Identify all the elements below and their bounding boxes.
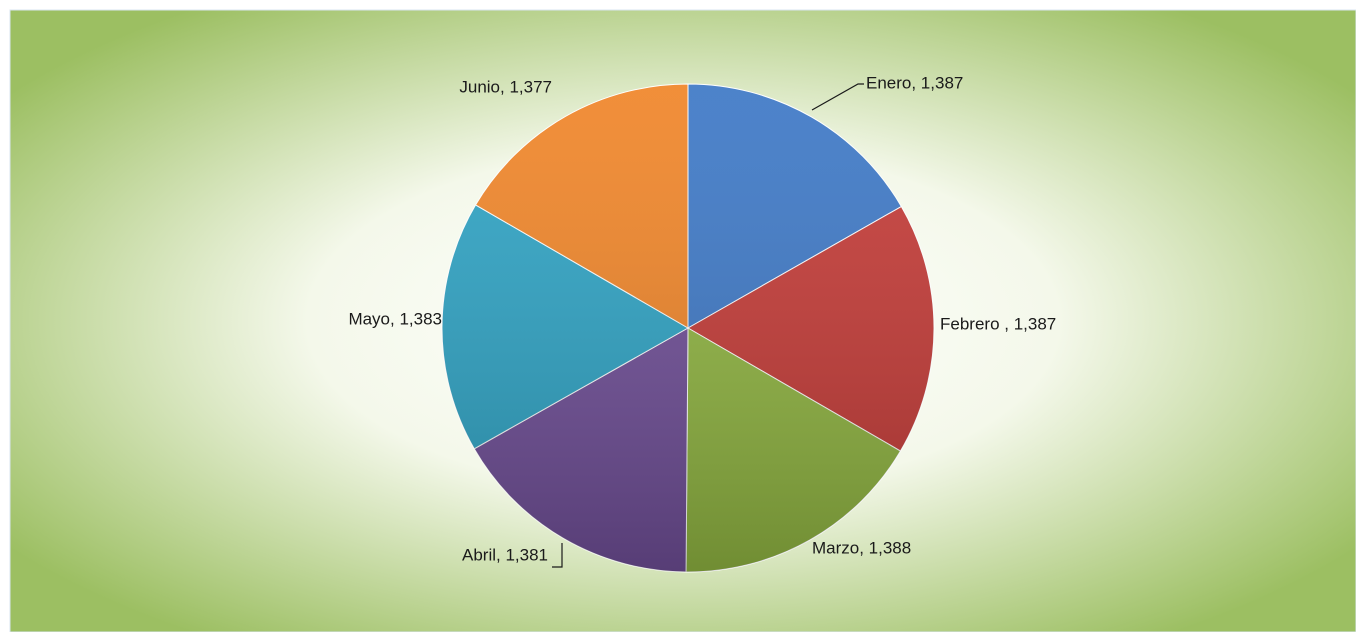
data-label: Enero, 1,387 [866,73,963,92]
data-label: Febrero , 1,387 [940,314,1056,333]
data-label: Marzo, 1,388 [812,538,911,557]
leader-line [552,543,563,568]
data-label: Mayo, 1,383 [348,309,442,328]
pie [441,83,935,573]
data-label: Junio, 1,377 [459,77,552,96]
data-labels: Enero, 1,387 Febrero , 1,387 Marzo, 1,388 A… [348,73,1056,568]
data-label: Abril, 1,381 [462,545,548,564]
leader-line [811,83,864,111]
